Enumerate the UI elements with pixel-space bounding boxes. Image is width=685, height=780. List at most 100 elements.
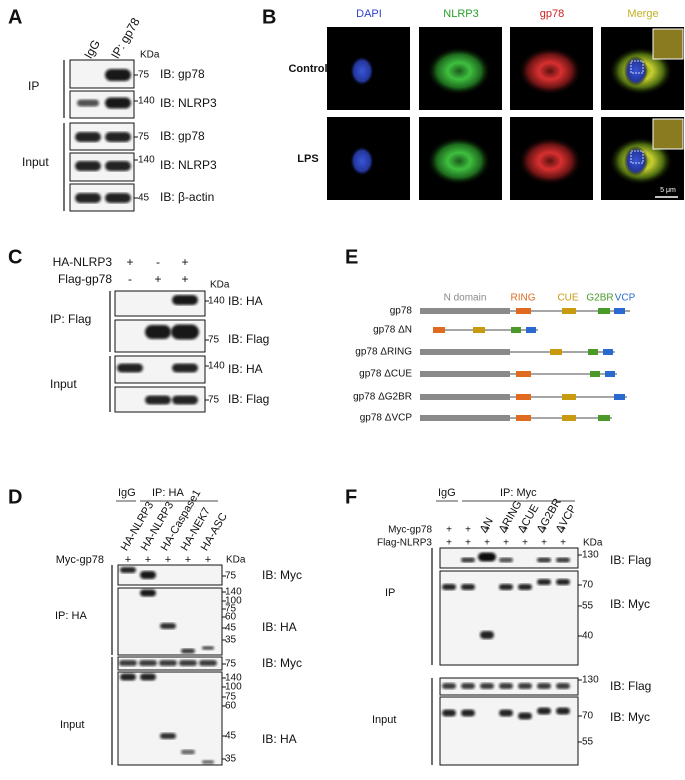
label: 75 [225,571,237,582]
band [145,395,171,405]
label: + [465,525,471,536]
label: 45 [225,623,237,634]
label: Input [372,714,396,726]
shape [598,308,610,314]
band [75,193,101,203]
label: IP: Myc [500,487,537,499]
band [461,557,475,563]
label: + [181,255,188,269]
band [140,673,156,681]
label: + [522,538,528,549]
band [105,69,131,81]
label: IB: NLRP3 [160,96,217,110]
shape [614,308,625,314]
label: + [446,525,452,536]
band [442,709,456,717]
label: 140 [138,96,155,107]
label: IP: HA [55,610,87,622]
label: IP [28,79,39,93]
nucleus [624,56,648,86]
label: + [165,554,171,566]
label: IP: HA [152,487,184,499]
label: 140 [208,361,225,372]
band [442,683,456,689]
band [202,760,214,764]
band [105,97,131,109]
label: 130 [582,675,599,686]
band [181,749,195,755]
shape [526,327,536,333]
band [499,709,513,717]
shape [117,564,223,586]
label: 75 [138,70,150,81]
label: B [262,6,276,28]
label: IB: Myc [610,710,650,724]
band [518,712,532,720]
label: gp78 [390,306,413,317]
label: KDa [226,555,246,566]
band [75,161,101,171]
shape [562,394,576,400]
label: F [345,486,357,508]
label: - [156,255,160,269]
band [499,683,513,689]
shape [562,308,576,314]
band [159,660,177,666]
label: + [154,272,161,286]
label: 35 [225,754,237,765]
shape [117,671,223,766]
label: Control [288,63,327,75]
label: 140 [208,296,225,307]
label: IB: gp78 [160,129,205,143]
shape [652,118,684,150]
label: + [465,538,471,549]
label: gp78 ΔVCP [360,413,413,424]
label: 5 μm [660,187,676,194]
band [556,707,570,715]
label: NLRP3 [443,8,478,20]
label: G2BR [586,293,613,304]
label: D [8,486,22,508]
shape [652,28,684,60]
label: IB: HA [262,620,297,634]
label: C [8,246,22,268]
shape [516,415,531,421]
label: gp78 ΔN [373,325,412,336]
label: VCP [615,293,636,304]
shape [473,327,485,333]
label: 60 [225,701,237,712]
label: IB: β-actin [160,190,214,204]
label: Myc-gp78 [388,525,432,536]
label: IgG [438,487,456,499]
band [556,683,570,689]
nucleus [350,56,374,86]
label: KDa [583,538,603,549]
label: Flag-NLRP3 [377,538,432,549]
shape [605,371,615,377]
label: CUE [557,293,578,304]
label: + [560,525,566,536]
label: + [126,255,133,269]
band [480,683,494,689]
band [181,648,195,654]
band [140,589,156,597]
label: IB: Flag [610,679,651,693]
shape [511,327,521,333]
label: + [541,525,547,536]
band [117,363,143,373]
label: 100 [225,596,242,607]
label: 40 [582,631,594,642]
band [556,557,570,563]
band [119,660,137,666]
band [179,660,197,666]
label: 70 [582,711,594,722]
label: 55 [582,601,594,612]
label: + [503,525,509,536]
label: IgG [81,37,103,61]
label: + [145,554,151,566]
label: 75 [225,692,237,703]
label: 140 [225,673,242,684]
label: IB: HA [228,362,263,376]
label: 75 [225,604,237,615]
